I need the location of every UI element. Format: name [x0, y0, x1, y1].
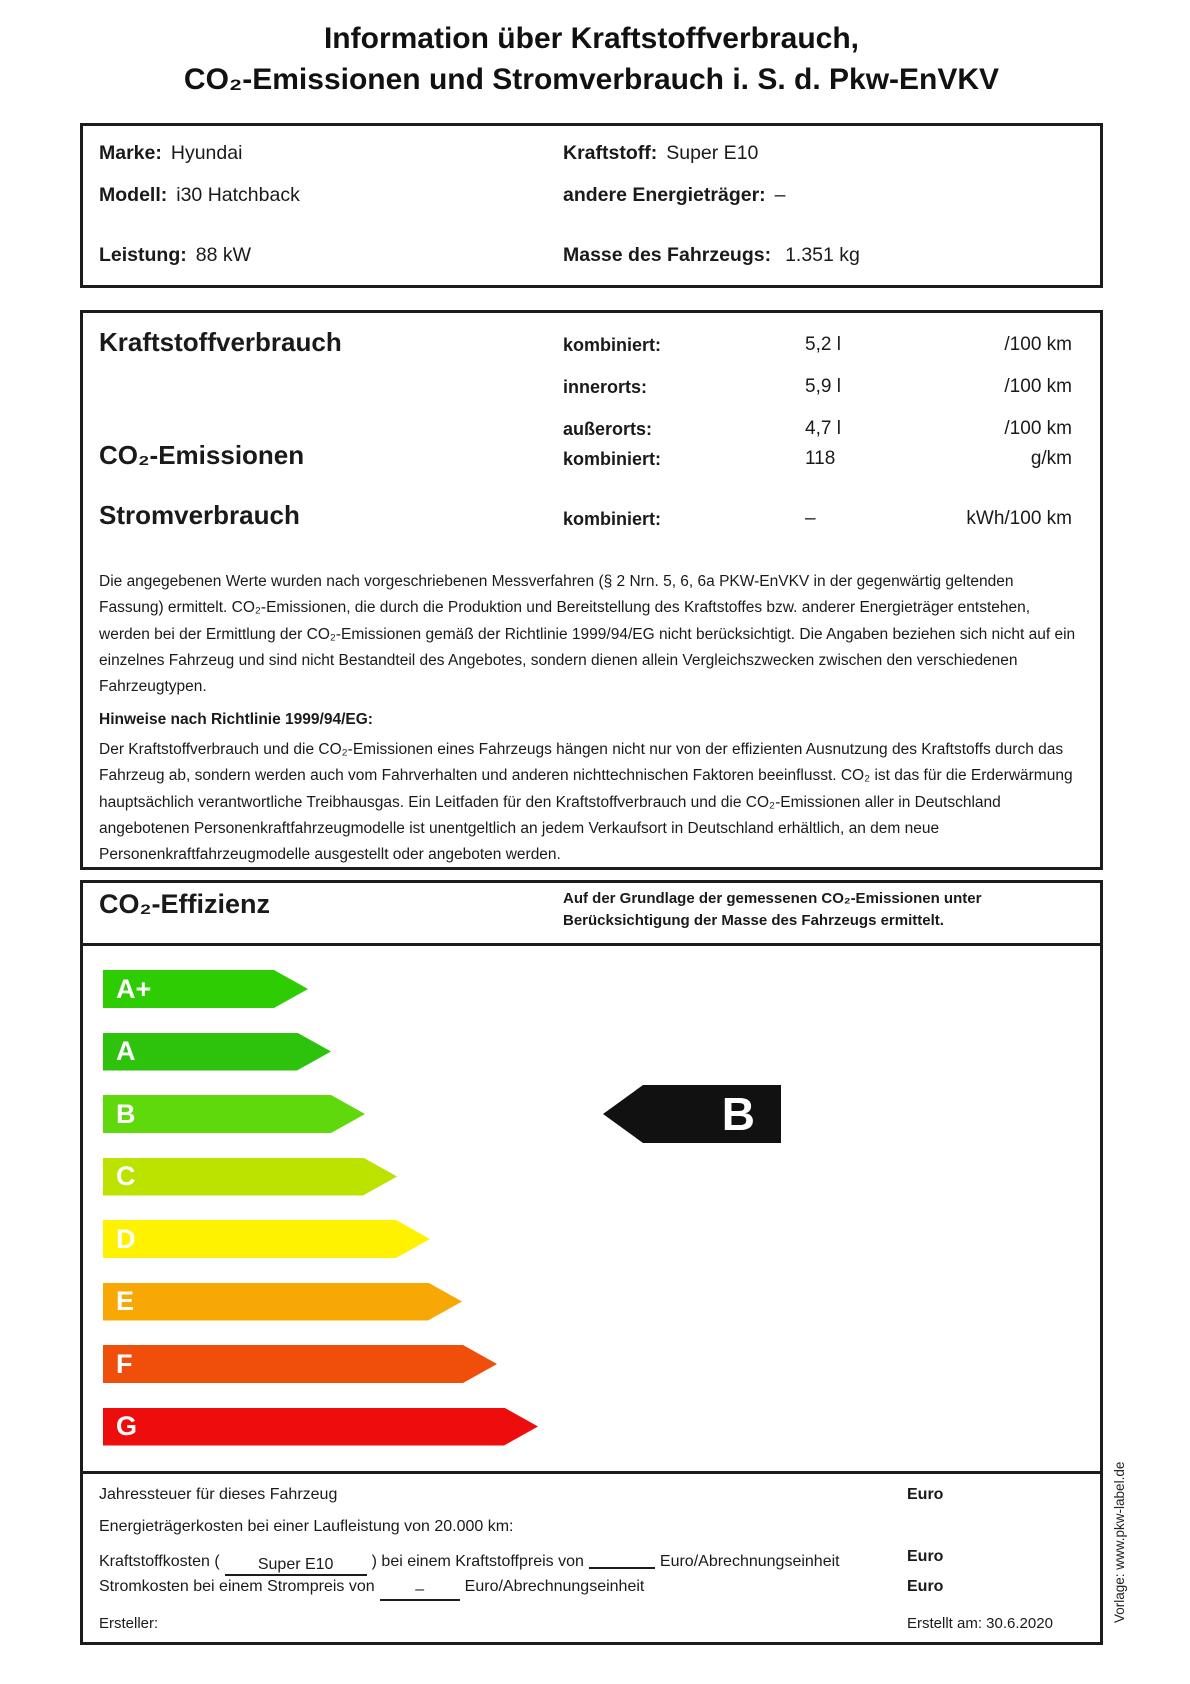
- innerorts-value: 5,9 l: [805, 376, 841, 397]
- efficiency-class-E: E: [103, 1283, 462, 1321]
- masse-label: Masse des Fahrzeugs:: [563, 244, 772, 266]
- co2-kombiniert-unit: g/km: [1030, 448, 1072, 469]
- jahressteuer-label: Jahressteuer für dieses Fahrzeug: [99, 1486, 338, 1503]
- marke-value: Hyundai: [170, 142, 243, 164]
- andere-energietraeger-row: andere Energieträger: –: [563, 184, 786, 207]
- page-title: Information über Kraftstoffverbrauch, CO…: [80, 18, 1103, 101]
- kraftstoffkosten-pre: Kraftstoffkosten (: [99, 1553, 220, 1570]
- kraftstoffkosten-row: Kraftstoffkosten (Super E10) bei einem K…: [99, 1548, 1084, 1576]
- efficiency-box: CO₂-Effizienz Auf der Grundlage der geme…: [80, 880, 1103, 1645]
- kraftstoffkosten-euro: Euro: [907, 1548, 944, 1565]
- efficiency-subheading: Auf der Grundlage der gemessenen CO₂-Emi…: [563, 890, 982, 929]
- modell-row: Modell: i30 Hatchback: [99, 184, 300, 207]
- efficiency-class-D: D: [103, 1220, 430, 1258]
- stromkosten-row: Stromkosten bei einem Strompreis von – Eur…: [99, 1578, 1084, 1601]
- leistung-value: 88 kW: [195, 244, 252, 266]
- masse-row: Masse des Fahrzeugs: 1.351 kg: [563, 244, 860, 267]
- innerorts-unit: /100 km: [1004, 376, 1072, 397]
- efficiency-class-letter: C: [116, 1161, 136, 1191]
- efficiency-class-letter: B: [116, 1098, 136, 1129]
- kraftstoff-label: Kraftstoff:: [563, 142, 658, 164]
- efficiency-class-G: G: [103, 1408, 538, 1446]
- energiekosten-label: Energieträgerkosten bei einer Laufleistu…: [99, 1518, 514, 1535]
- energiekosten-row: Energieträgerkosten bei einer Laufleistu…: [99, 1518, 1084, 1536]
- kraftstoffkosten-fuel-blank: Super E10: [224, 1555, 367, 1576]
- stromverbrauch-heading: Stromverbrauch: [99, 500, 300, 530]
- title-line-2: CO₂-Emissionen und Stromverbrauch i. S. …: [183, 63, 1000, 97]
- efficiency-header: CO₂-Effizienz Auf der Grundlage der geme…: [83, 883, 1100, 946]
- efficiency-class-A: A: [103, 1033, 331, 1071]
- ersteller-row: Ersteller: Erstellt am: 30.6.2020: [99, 1615, 1084, 1632]
- title-line-1: Information über Kraftstoffverbrauch,: [323, 22, 860, 55]
- kombiniert-label: kombiniert:: [563, 335, 662, 355]
- innerorts-label: innerorts:: [563, 377, 648, 397]
- masse-value: 1.351 kg: [785, 244, 860, 266]
- efficiency-class-F: F: [103, 1345, 497, 1383]
- co2-kombiniert-label: kombiniert:: [563, 449, 662, 469]
- co2-emissionen-heading: CO₂-Emissionen: [99, 440, 305, 470]
- efficiency-class-B: B: [103, 1095, 365, 1133]
- andere-energietraeger-value: –: [774, 184, 786, 206]
- stromkosten-post: Euro/Abrechnungseinheit: [464, 1578, 645, 1595]
- erstellt-am: Erstellt am: 30.6.2020: [907, 1615, 1053, 1632]
- jahressteuer-euro: Euro: [907, 1486, 944, 1503]
- modell-value: i30 Hatchback: [176, 184, 300, 206]
- kraftstoffkosten-post: Euro/Abrechnungseinheit: [659, 1553, 840, 1570]
- kraftstoff-row: Kraftstoff: Super E10: [563, 142, 758, 165]
- co2-effizienz-heading: CO₂-Effizienz: [99, 889, 270, 919]
- stromkosten-euro: Euro: [907, 1578, 944, 1595]
- kraftstoffverbrauch-heading: Kraftstoffverbrauch: [99, 327, 342, 357]
- efficiency-chart: B A+ A B C D E F G: [83, 946, 1100, 1468]
- efficiency-class-A+: A+: [103, 970, 308, 1008]
- leistung-label: Leistung:: [99, 244, 187, 266]
- kombiniert-unit: /100 km: [1004, 334, 1072, 355]
- strom-kombiniert-unit: kWh/100 km: [966, 508, 1072, 529]
- marke-row: Marke: Hyundai: [99, 142, 242, 165]
- hinweise-text: Der Kraftstoffverbrauch und die CO₂-Emis…: [99, 741, 1073, 864]
- vehicle-info-box: Marke: Hyundai Kraftstoff: Super E10 Model…: [80, 123, 1103, 288]
- ausserorts-unit: /100 km: [1004, 418, 1072, 439]
- consumption-box: Kraftstoffverbrauch kombiniert: 5,2 l /1…: [80, 310, 1103, 870]
- ausserorts-value: 4,7 l: [805, 418, 841, 439]
- hinweise-title: Hinweise nach Richtlinie 1999/94/EG:: [99, 711, 373, 728]
- modell-label: Modell:: [99, 184, 168, 206]
- stromkosten-pre: Stromkosten bei einem Strompreis von: [99, 1578, 375, 1595]
- andere-energietraeger-label: andere Energieträger:: [563, 184, 766, 206]
- vorlage-credit: Vorlage: www.pkw-label.de: [1112, 1461, 1127, 1623]
- efficiency-class-letter: D: [116, 1223, 136, 1254]
- ersteller-label: Ersteller:: [99, 1615, 159, 1632]
- kraftstoffkosten-mid: ) bei einem Kraftstoffpreis von: [371, 1553, 584, 1570]
- leistung-row: Leistung: 88 kW: [99, 244, 251, 267]
- strom-kombiniert-value: –: [805, 508, 816, 529]
- kraftstoff-value: Super E10: [666, 142, 759, 164]
- efficiency-class-letter: A+: [116, 973, 152, 1004]
- marke-label: Marke:: [99, 142, 162, 164]
- efficiency-class-letter: A: [116, 1036, 136, 1066]
- co2-kombiniert-value: 118: [805, 448, 836, 469]
- efficiency-class-C: C: [103, 1158, 397, 1196]
- measurement-note: Die angegebenen Werte wurden nach vorges…: [99, 573, 1076, 696]
- efficiency-class-letter: E: [116, 1286, 135, 1316]
- ausserorts-label: außerorts:: [563, 419, 653, 439]
- rating-indicator: B: [603, 1085, 781, 1143]
- costs-section: Jahressteuer für dieses Fahrzeug Euro En…: [83, 1471, 1100, 1642]
- efficiency-class-letter: F: [116, 1348, 133, 1379]
- efficiency-class-letter: G: [116, 1411, 138, 1441]
- strompreis-blank: –: [379, 1580, 460, 1601]
- rating-letter: B: [721, 1088, 755, 1140]
- jahressteuer-row: Jahressteuer für dieses Fahrzeug Euro: [99, 1486, 1084, 1504]
- kombiniert-value: 5,2 l: [805, 334, 841, 355]
- strom-kombiniert-label: kombiniert:: [563, 509, 662, 529]
- kraftstoffpreis-blank: [588, 1548, 655, 1569]
